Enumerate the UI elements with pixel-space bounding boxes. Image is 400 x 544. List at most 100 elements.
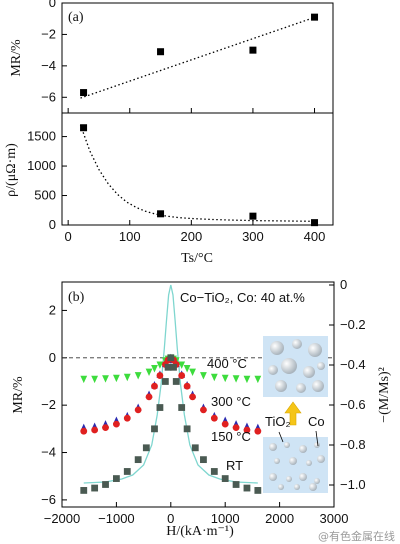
data-point bbox=[157, 48, 165, 56]
data-point bbox=[102, 424, 109, 432]
data-point bbox=[221, 420, 229, 428]
inset-pointer-tio2 bbox=[278, 431, 284, 443]
panel-a-xlabel: Ts/°C bbox=[181, 251, 213, 266]
fit-line bbox=[80, 15, 318, 99]
particle bbox=[314, 442, 320, 448]
ytick-label: −2 bbox=[41, 397, 56, 412]
ytick-label: −4 bbox=[41, 445, 56, 460]
particle bbox=[289, 457, 297, 465]
data-point bbox=[254, 375, 262, 384]
y2tick-label: −1.0 bbox=[340, 477, 366, 492]
particle bbox=[286, 476, 292, 482]
data-point bbox=[113, 420, 120, 428]
data-point bbox=[311, 13, 319, 21]
data-point bbox=[142, 444, 150, 452]
data-point bbox=[102, 375, 109, 383]
ytick-label: 0 bbox=[49, 0, 56, 10]
xtick-label: 3000 bbox=[320, 511, 349, 526]
ytick-label: 0 bbox=[49, 350, 56, 365]
y2tick-label: −0.4 bbox=[340, 357, 366, 372]
xtick-label: 100 bbox=[119, 229, 141, 244]
panel-a-bottom-ylabel: ρ/(μΩ·m) bbox=[4, 143, 19, 197]
particle bbox=[303, 366, 315, 378]
panel-a-label: (a) bbox=[68, 10, 84, 25]
particle bbox=[292, 339, 302, 349]
particle bbox=[317, 455, 325, 463]
data-point bbox=[123, 468, 131, 475]
data-point bbox=[221, 475, 229, 482]
data-point bbox=[80, 124, 88, 132]
panel-a-bottom-marks bbox=[79, 124, 319, 227]
y2tick-label: 0 bbox=[340, 277, 347, 292]
data-point bbox=[232, 375, 240, 383]
ytick-label: 2 bbox=[49, 302, 56, 317]
data-point bbox=[221, 374, 229, 383]
inset-top bbox=[263, 336, 328, 397]
particle bbox=[284, 442, 290, 448]
particle bbox=[308, 343, 322, 357]
particle bbox=[294, 484, 300, 490]
xtick-label: 1000 bbox=[211, 511, 240, 526]
ytick-label: 1500 bbox=[27, 129, 56, 144]
data-point bbox=[145, 368, 153, 376]
data-point bbox=[183, 425, 191, 433]
data-point bbox=[254, 487, 262, 494]
particle bbox=[306, 460, 312, 466]
data-point bbox=[134, 372, 142, 380]
data-point bbox=[145, 393, 153, 401]
inset-pointer-co bbox=[315, 430, 319, 447]
data-point bbox=[80, 487, 88, 494]
data-point bbox=[183, 382, 191, 390]
fit-curve bbox=[79, 124, 318, 222]
particle bbox=[269, 473, 277, 481]
data-point bbox=[134, 456, 142, 464]
panel-b-label: (b) bbox=[68, 290, 85, 305]
ytick-label: 0 bbox=[49, 217, 56, 232]
panel-b-y2label: −(M/Ms)² bbox=[377, 367, 392, 423]
particle bbox=[314, 478, 320, 484]
data-point bbox=[200, 372, 207, 380]
panel-b-marks bbox=[80, 353, 262, 494]
data-point bbox=[91, 484, 99, 492]
y2tick-label: −0.2 bbox=[340, 317, 366, 332]
particle bbox=[296, 383, 306, 393]
inset-bottom bbox=[263, 437, 328, 493]
particle bbox=[268, 365, 278, 375]
ytick-label: 500 bbox=[34, 188, 56, 203]
particle bbox=[278, 484, 284, 490]
data-point bbox=[243, 426, 251, 434]
particle bbox=[312, 380, 324, 392]
panel-a-top-ylabel: MR/% bbox=[9, 39, 24, 77]
panel-a-bottom-ticks: 0 500 1000 1500 0 100 200 300 400 bbox=[27, 129, 325, 244]
series-label-400: 400 °C bbox=[207, 356, 247, 371]
data-point bbox=[311, 219, 319, 227]
inset-arrow bbox=[284, 401, 302, 426]
data-point bbox=[200, 456, 207, 464]
particle bbox=[309, 483, 317, 491]
data-point bbox=[156, 404, 164, 411]
inset-label-tio2: TiO₂ bbox=[265, 414, 291, 429]
inset-label-co: Co bbox=[308, 414, 325, 429]
data-point bbox=[164, 363, 172, 371]
data-point bbox=[134, 406, 142, 414]
xtick-label: 0 bbox=[167, 511, 174, 526]
panel-a-top-ticks: 0 −2 −4 −6 bbox=[41, 0, 316, 113]
y2tick-label: −0.8 bbox=[340, 437, 366, 452]
data-point bbox=[178, 361, 186, 369]
panel-b-ylabel: MR/% bbox=[11, 376, 26, 414]
data-point bbox=[243, 484, 251, 492]
panel-b-xlabel: H/(kA·m⁻¹) bbox=[166, 524, 234, 539]
data-point bbox=[156, 372, 164, 379]
data-point bbox=[102, 481, 109, 488]
data-point bbox=[80, 89, 88, 97]
particle bbox=[269, 443, 277, 451]
xtick-label: −2000 bbox=[44, 511, 81, 526]
data-point bbox=[91, 426, 99, 434]
panel-b-ticks: 2 0 −2 −4 −6 0 −0.2 −0.4 −0.6 −0.8 −1.0 −2000 −1000 0… bbox=[41, 277, 366, 526]
data-point bbox=[191, 444, 199, 452]
particle bbox=[281, 358, 297, 374]
data-point bbox=[123, 414, 131, 422]
data-point bbox=[232, 481, 240, 488]
data-point bbox=[80, 375, 88, 384]
